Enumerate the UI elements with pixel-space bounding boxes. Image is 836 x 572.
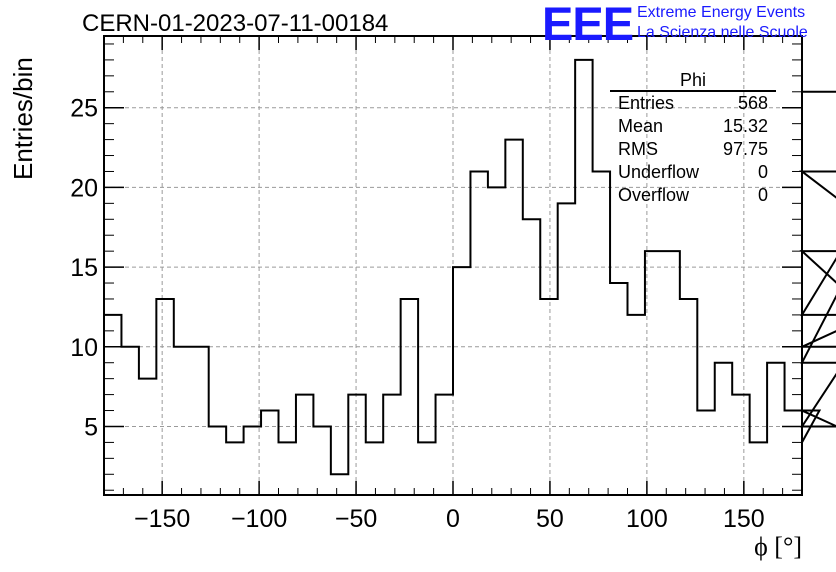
stats-label: RMS [618, 139, 658, 159]
stats-value: 0 [757, 162, 768, 182]
y-tick-label: 10 [70, 334, 98, 362]
histogram-bin [174, 347, 191, 495]
axis-ticks [103, 36, 803, 495]
histogram-bin [296, 395, 313, 495]
histogram-bin [279, 442, 296, 495]
histogram-bin [680, 299, 697, 495]
histogram-bin [558, 203, 575, 495]
histogram-bin [645, 251, 662, 495]
logo-line-1: Extreme Energy Events [637, 4, 806, 21]
histogram-bin [348, 395, 365, 495]
stats-label: Underflow [618, 162, 700, 182]
y-tick-label: 15 [70, 254, 98, 282]
stats-label: Overflow [618, 185, 690, 205]
stats-row-overflow: Overflow 0 [610, 184, 776, 207]
y-tick-label: 5 [84, 413, 98, 441]
x-axis-label: ϕ [°] [754, 532, 802, 561]
histogram-bin [436, 395, 453, 495]
histogram-bin [505, 140, 522, 495]
stats-value: 97.75 [722, 139, 768, 159]
histogram-step-line [104, 58, 836, 476]
histogram-bin [331, 474, 348, 495]
plot-frame [103, 35, 803, 496]
histogram-bin [156, 299, 173, 495]
stats-label: Entries [618, 93, 675, 113]
histogram-bin [540, 299, 557, 495]
y-axis-label: Entries/bin [8, 57, 38, 180]
histogram-bin [523, 219, 540, 495]
histogram-bin [366, 442, 383, 495]
chart-title: CERN-01-2023-07-11-00184 [82, 10, 389, 37]
x-tick-label: −100 [231, 505, 287, 533]
histogram-bin [470, 171, 487, 495]
histogram-bin [104, 315, 121, 495]
histogram-bin [191, 347, 208, 495]
stats-label: Mean [618, 116, 664, 136]
grid-lines [104, 36, 802, 495]
histogram-bin [261, 411, 278, 495]
stats-value: 15.32 [722, 116, 768, 136]
histogram-bin [488, 187, 505, 495]
histogram-bin [750, 442, 767, 495]
histogram-bin [418, 442, 435, 495]
stats-row-rms: RMS 97.75 [610, 138, 776, 161]
histogram-bin [401, 299, 418, 495]
histogram-bin [121, 347, 138, 495]
stats-value: 568 [737, 93, 768, 113]
histogram-bin [453, 267, 470, 495]
eee-logo: EEE [542, 0, 634, 50]
histogram-bin [662, 251, 679, 495]
histogram-bin [732, 395, 749, 495]
histogram-bin [575, 60, 592, 495]
x-tick-label: 0 [446, 505, 460, 533]
histogram-bin [697, 411, 714, 495]
x-tick-label: −150 [134, 505, 190, 533]
x-tick-label: 150 [723, 505, 765, 533]
stats-row-entries: Entries 568 [610, 92, 776, 115]
tick-labels: −150 −100 −50 0 50 100 150 5 10 15 20 25 [70, 95, 765, 533]
histogram-bin [244, 426, 261, 495]
histogram-bin [610, 283, 627, 495]
histogram-bin [139, 379, 156, 495]
histogram-bin [383, 395, 400, 495]
logo-line-2: La Scienza nelle Scuole [637, 24, 808, 41]
histogram-bin [767, 363, 784, 495]
histogram-bin [313, 426, 330, 495]
histogram-bin [628, 315, 645, 495]
stats-row-underflow: Underflow 0 [610, 161, 776, 184]
stats-box: Phi Entries 568 Mean 15.32 RMS 97.75 Und… [610, 70, 776, 207]
x-tick-label: 50 [536, 505, 564, 533]
histogram-bin [226, 442, 243, 495]
histogram-bin [785, 411, 802, 495]
x-tick-label: 100 [626, 505, 668, 533]
stats-value: 0 [757, 185, 768, 205]
histogram-bin [593, 171, 610, 495]
x-tick-label: −50 [335, 505, 377, 533]
stats-row-mean: Mean 15.32 [610, 115, 776, 138]
y-tick-label: 20 [70, 174, 98, 202]
y-tick-label: 25 [70, 95, 98, 123]
histogram-bin [715, 363, 732, 495]
histogram-bin [209, 426, 226, 495]
stats-title: Phi [610, 70, 776, 92]
